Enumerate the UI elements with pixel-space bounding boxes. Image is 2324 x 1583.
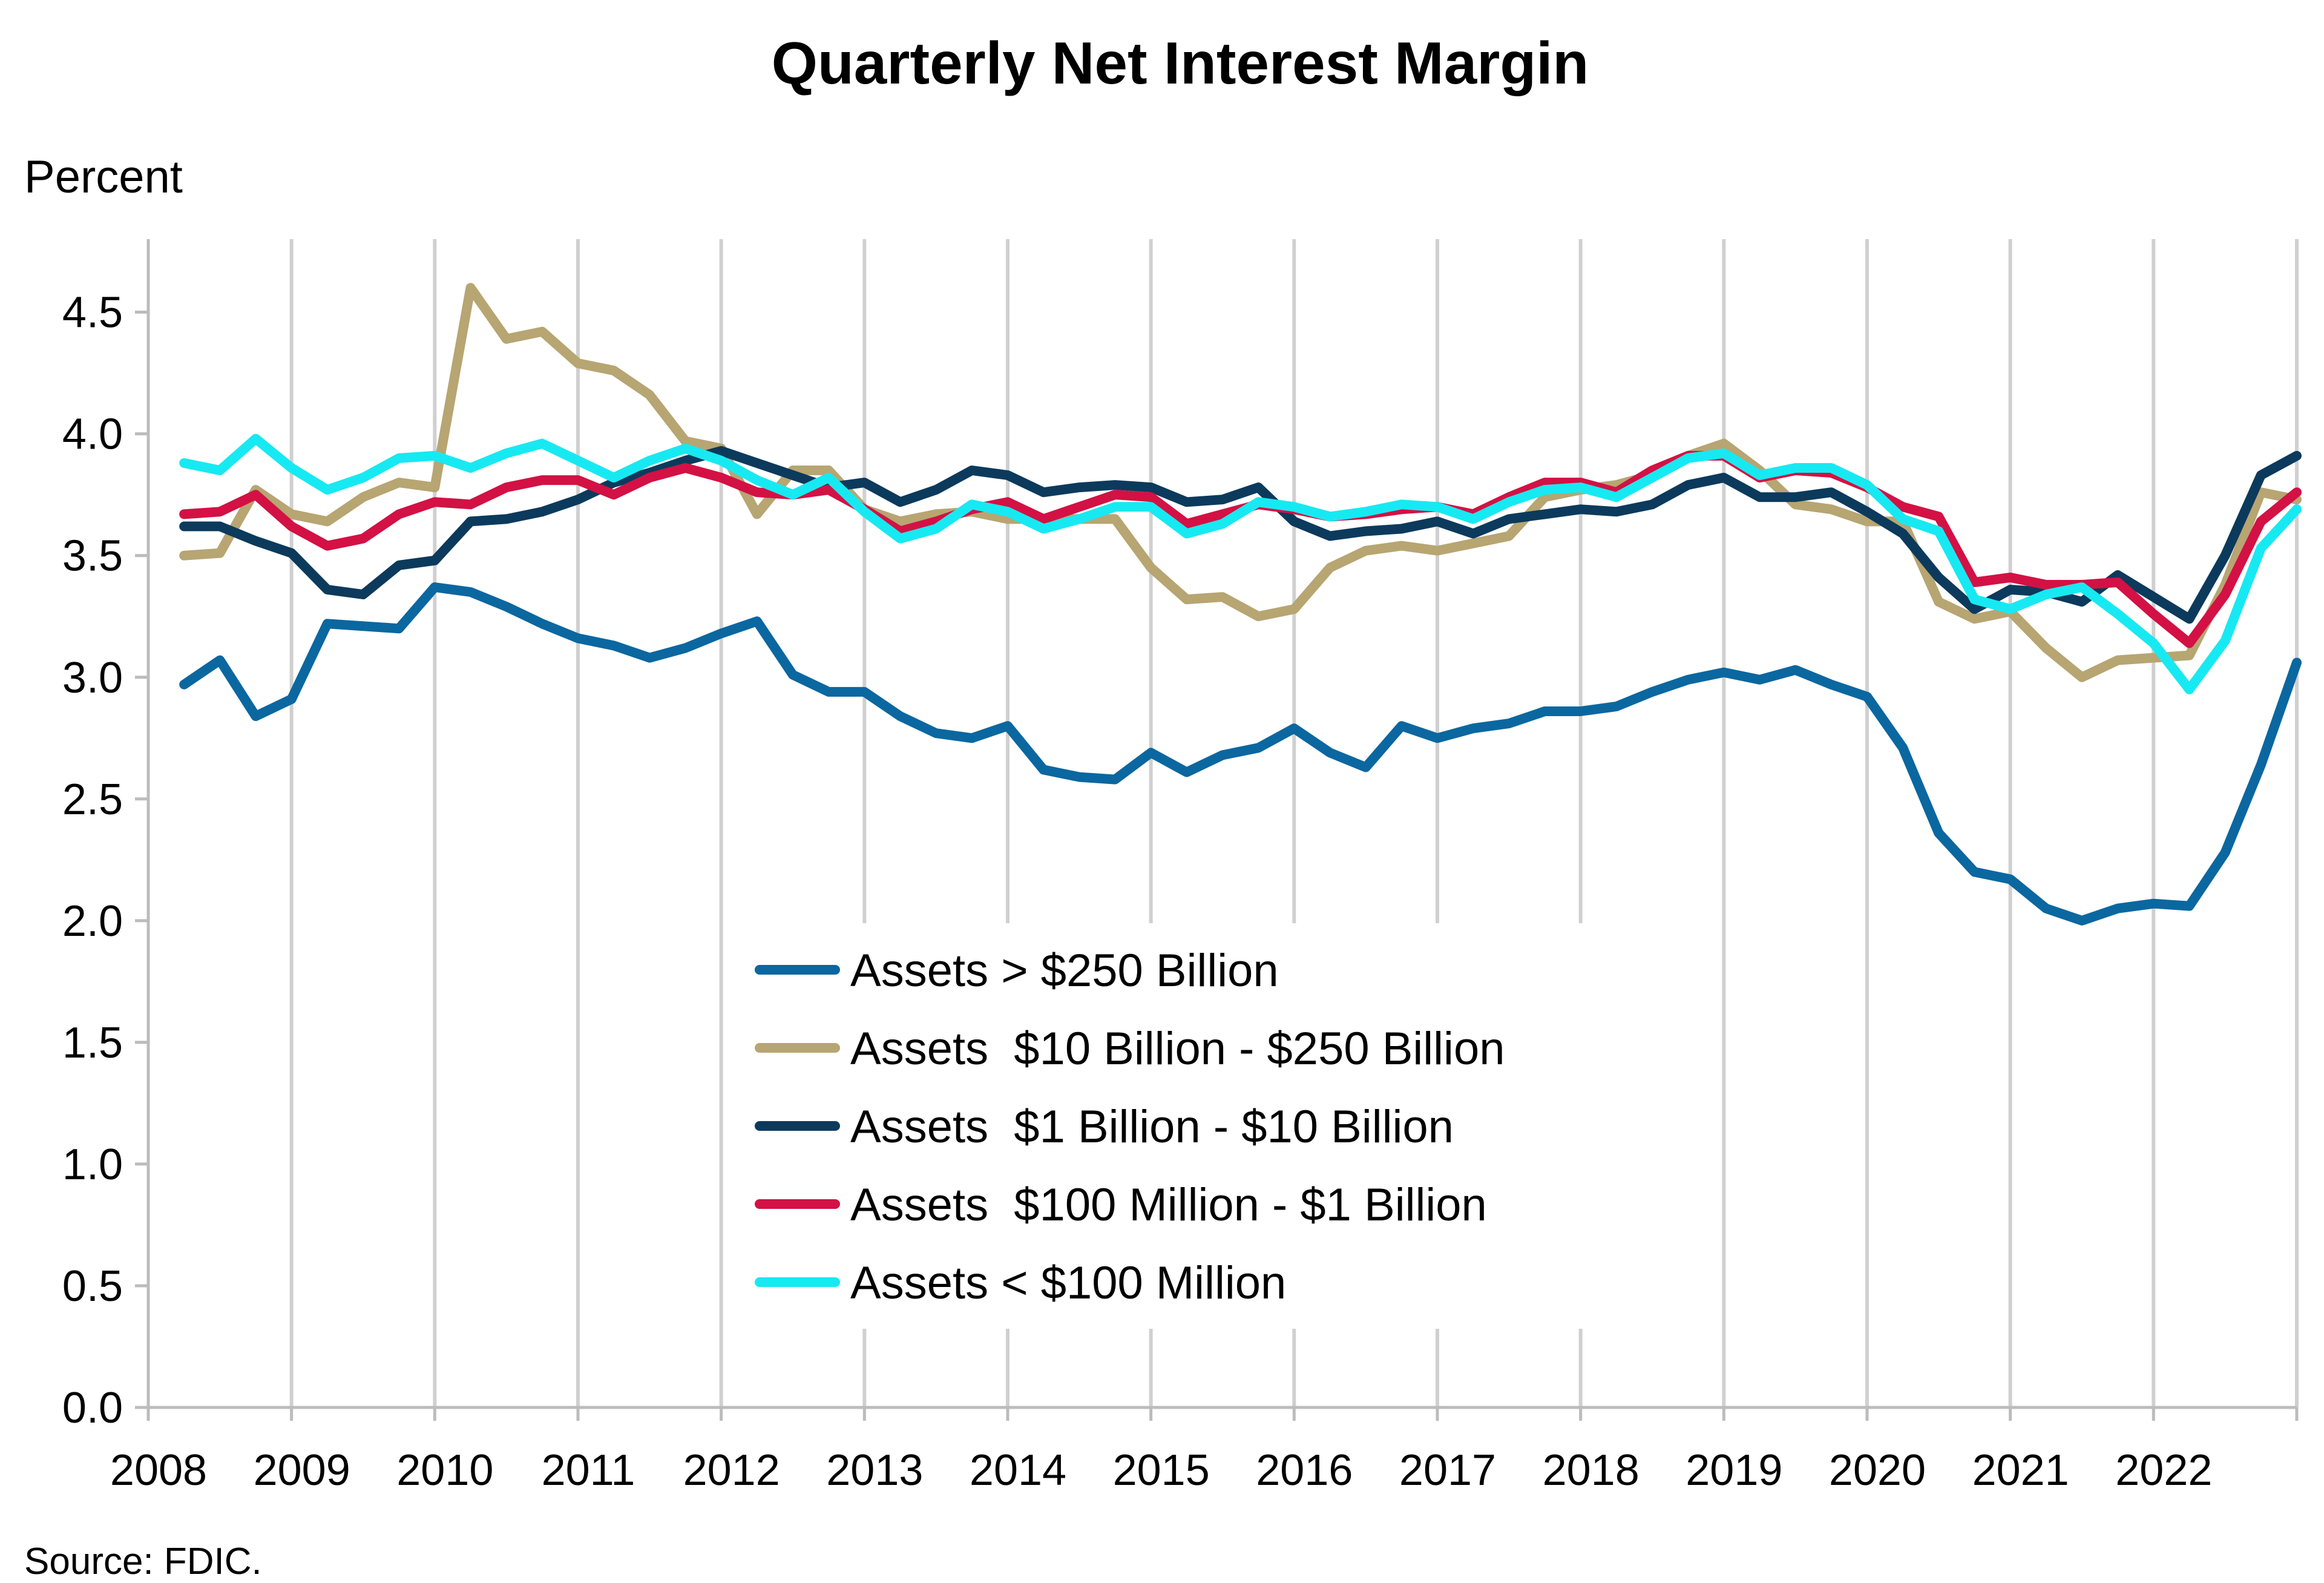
x-tick-label: 2018 xyxy=(1543,1446,1640,1495)
x-tick-label: 2011 xyxy=(542,1446,635,1495)
axes: 0.0 0.5 1.0 1.5 2.0 2.5 3.0 3.5 4.0 4.5 2008 2009 20… xyxy=(62,239,2299,1495)
x-tick-label: 2009 xyxy=(254,1446,350,1495)
legend-background xyxy=(735,923,1619,1329)
source-note: Source: FDIC. xyxy=(24,1541,262,1580)
y-tick-label: 0.0 xyxy=(62,1384,123,1432)
x-tick-label: 2012 xyxy=(683,1446,780,1495)
legend-box xyxy=(735,923,1619,1329)
x-tick-label: 2021 xyxy=(1972,1446,2069,1495)
legend-label: Assets > $250 Billion xyxy=(850,945,1279,996)
legend: Assets > $250 Billion Assets $10 Billion … xyxy=(755,945,1505,1309)
x-tick-label: 2022 xyxy=(2115,1446,2212,1495)
series-lines xyxy=(179,283,2302,926)
y-tick-label: 1.0 xyxy=(62,1140,123,1189)
y-axis-unit-label: Percent xyxy=(24,151,183,203)
series-line-5 xyxy=(179,433,2302,694)
y-tick-label: 4.0 xyxy=(62,410,123,459)
x-tick-label: 2014 xyxy=(970,1446,1066,1495)
x-tick-label: 2015 xyxy=(1113,1446,1210,1495)
y-tick-label: 3.0 xyxy=(62,654,123,702)
x-tick-label: 2010 xyxy=(396,1446,493,1495)
x-tick-label: 2020 xyxy=(1829,1446,1926,1495)
y-tick-label: 1.5 xyxy=(62,1019,123,1067)
y-tick-label: 0.5 xyxy=(62,1262,123,1311)
x-tick-label: 2019 xyxy=(1686,1446,1782,1495)
series-line-3 xyxy=(179,446,2302,624)
legend-label: Assets $10 Billion - $250 Billion xyxy=(850,1023,1505,1075)
series-line-2 xyxy=(179,283,2302,682)
series-line-1 xyxy=(179,582,2302,926)
gridlines xyxy=(289,239,2299,1407)
y-tick-label: 2.0 xyxy=(62,897,123,946)
y-tick-label: 4.5 xyxy=(62,289,123,337)
x-tick-label: 2016 xyxy=(1256,1446,1353,1495)
legend-label: Assets $1 Billion - $10 Billion xyxy=(850,1101,1454,1153)
chart-title: Quarterly Net Interest Margin xyxy=(772,30,1589,96)
x-tick-label: 2017 xyxy=(1399,1446,1496,1495)
legend-label: Assets < $100 Million xyxy=(850,1257,1286,1309)
y-tick-label: 3.5 xyxy=(62,532,123,581)
x-tick-label: 2013 xyxy=(826,1446,923,1495)
x-tick-label: 2008 xyxy=(110,1446,207,1495)
legend-label: Assets $100 Million - $1 Billion xyxy=(850,1179,1487,1231)
y-tick-label: 2.5 xyxy=(62,775,123,824)
